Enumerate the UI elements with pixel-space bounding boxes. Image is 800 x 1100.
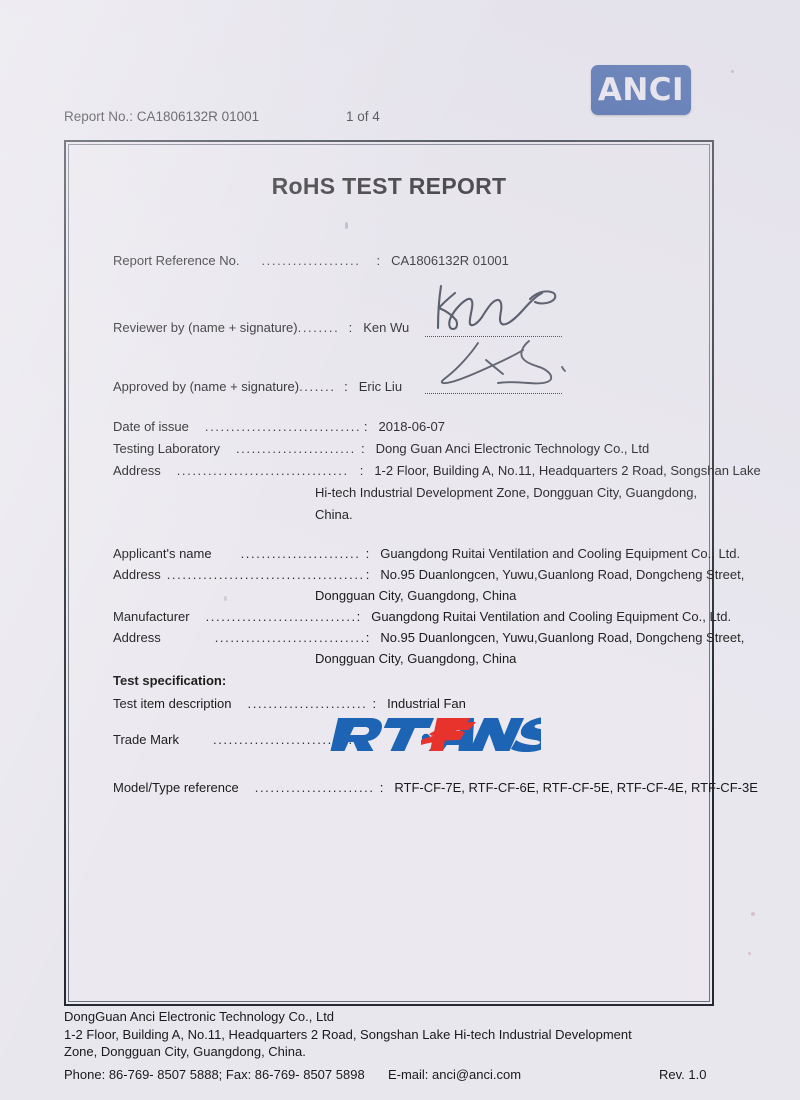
scan-speck [224,596,227,601]
leader-dots: .............................. [204,419,361,434]
field-value: No.95 Duanlongcen, Yuwu,Guanlong Road, D… [380,630,745,645]
leader-dots: ........ [297,320,340,335]
field-colon: : [372,696,377,711]
field-label: Address [113,463,161,478]
scan-speck [751,912,755,916]
field-colon: : [344,379,348,394]
field-lab-address: Address ................................… [113,463,761,478]
field-colon: : [379,780,384,795]
field-value: CA1806132R 01001 [391,253,509,268]
page-title: RoHS TEST REPORT [271,173,507,199]
field-value: Industrial Fan [387,696,466,711]
field-applicant-address-line2: Dongguan City, Guangdong, China [315,588,517,603]
page-footer: DongGuan Anci Electronic Technology Co.,… [64,1008,754,1083]
field-colon: : [365,630,370,645]
leader-dots: ................................... [214,630,363,645]
field-label: Testing Laboratory [113,441,220,456]
field-value: Ken Wu [363,320,410,335]
field-manufacturer-address: Address ................................… [113,630,744,645]
rt-fans-logo [313,714,562,754]
footer-address-line2: Zone, Dongguan City, Guangdong, China. [64,1044,306,1059]
field-value: Guangdong Ruitai Ventilation and Cooling… [380,546,741,561]
leader-dots: ....................... [254,780,375,795]
field-label: Address [113,567,161,582]
field-lab-address-line3: China. [315,507,353,522]
scan-speck [345,222,348,229]
field-label: Address [113,630,161,645]
field-applicant-name: Applicant's name .......................… [113,546,740,561]
field-label: Approved by (name + signature) [113,379,300,394]
leader-dots: ....................... [247,696,368,711]
reviewer-signature-ink [422,281,572,339]
leader-dots: ....................... [235,441,356,456]
field-value: RTF-CF-7E, RTF-CF-6E, RTF-CF-5E, RTF-CF-… [394,780,758,795]
leader-dots: ....................... [240,546,361,561]
field-label: Report Reference No. [113,253,240,268]
field-label: Date of issue [113,419,189,434]
footer-revision: Rev. 1.0 [659,1066,707,1082]
field-report-reference-no: Report Reference No. ...................… [113,253,509,268]
field-reviewer: Reviewer by (name + signature) ........ … [113,320,409,335]
leader-dots: ....... [299,379,336,394]
scan-speck [731,70,734,73]
field-label: Test item description [113,696,232,711]
anci-logo: ANCI [591,65,691,115]
field-manufacturer: Manufacturer ...........................… [113,609,731,624]
footer-email: E-mail: anci@anci.com [387,1066,522,1082]
field-testing-laboratory: Testing Laboratory .....................… [113,441,649,456]
field-colon: : [360,441,365,456]
field-date-of-issue: Date of issue ..........................… [113,419,445,434]
field-test-item-description: Test item description ..................… [113,696,466,711]
field-label: Trade Mark [113,732,179,747]
field-label: Reviewer by (name + signature) [113,320,298,335]
field-applicant-address: Address ................................… [113,567,744,582]
field-value: Guangdong Ruitai Ventilation and Cooling… [371,609,732,624]
page-indicator: 1 of 4 [346,109,380,124]
field-manufacturer-address-line2: Dongguan City, Guangdong, China [315,651,517,666]
footer-company: DongGuan Anci Electronic Technology Co.,… [64,1009,335,1024]
field-label: Model/Type reference [113,780,239,795]
field-colon: : [365,546,370,561]
reviewer-signature-line [425,336,562,337]
document-body: RoHS TEST REPORT Report Reference No. ..… [64,140,761,1006]
field-label: Applicant's name [113,546,212,561]
page-header: Report No.: CA1806132R 01001 1 of 4 ANCI [0,0,800,140]
field-label: Manufacturer [113,609,190,624]
approver-signature-ink [410,338,590,396]
field-colon: : [363,419,368,434]
document-frame [64,140,714,1006]
footer-phone-fax: Phone: 86-769- 8507 5888; Fax: 86-769- 8… [64,1066,365,1082]
field-value: Dong Guan Anci Electronic Technology Co.… [375,441,650,456]
field-model-type-reference: Model/Type reference ...................… [113,780,758,795]
approver-signature-line [425,393,562,394]
document-frame-inner-rule [68,144,710,1002]
footer-address-line1: 1-2 Floor, Building A, No.11, Headquarte… [64,1026,632,1042]
field-colon: : [348,320,353,335]
footer-contact-row: Phone: 86-769- 8507 5888; Fax: 86-769- 8… [64,1066,754,1084]
field-approver: Approved by (name + signature) ....... :… [113,379,402,394]
field-value: 2018-06-07 [378,419,446,434]
field-colon: : [376,253,381,268]
field-colon: : [365,567,370,582]
field-value: No.95 Duanlongcen, Yuwu,Guanlong Road, D… [380,567,745,582]
test-specification-heading: Test specification: [113,673,227,688]
leader-dots: ................................. [176,463,349,478]
leader-dots: .................................. [212,732,361,747]
leader-dots: ................... [261,253,361,268]
field-value: Eric Liu [358,379,403,394]
report-number: Report No.: CA1806132R 01001 [64,109,260,124]
field-lab-address-line2: Hi-tech Industrial Development Zone, Don… [315,485,698,500]
field-value: 1-2 Floor, Building A, No.11, Headquarte… [374,463,761,478]
field-trade-mark: Trade Mark .............................… [113,732,368,747]
scan-speck [748,952,751,955]
leader-dots: ........................................… [166,567,363,582]
field-colon: : [359,463,364,478]
anci-logo-text: ANCI [597,71,685,108]
field-colon: : [356,609,361,624]
leader-dots: .................................. [205,609,354,624]
